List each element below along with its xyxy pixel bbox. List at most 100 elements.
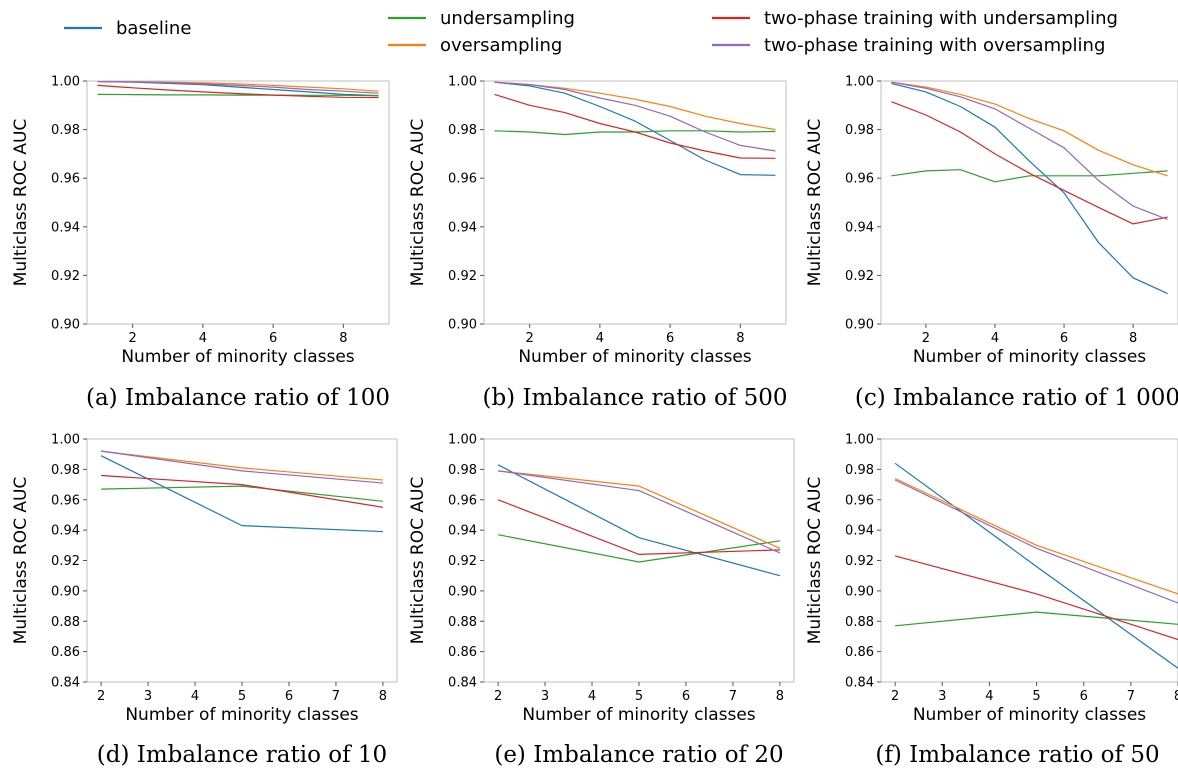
y-tick-label: 0.84 bbox=[845, 676, 874, 691]
y-tick-label: 0.96 bbox=[448, 493, 477, 508]
subplot-caption: (a) Imbalance ratio of 100 bbox=[86, 385, 390, 411]
x-tick-label: 2 bbox=[526, 331, 534, 346]
y-axis-label: Multiclass ROC AUC bbox=[11, 477, 31, 645]
subplot-caption: (c) Imbalance ratio of 1 000 bbox=[855, 385, 1178, 411]
series-line-two-phase-training-with-undersampling bbox=[894, 555, 1178, 641]
series-line-two-phase-training-with-oversampling bbox=[498, 470, 781, 554]
y-axis-label: Multiclass ROC AUC bbox=[805, 477, 825, 645]
x-tick-label: 4 bbox=[199, 331, 207, 346]
x-tick-label: 7 bbox=[332, 689, 340, 704]
series-line-baseline bbox=[494, 81, 776, 176]
subplot-caption: (d) Imbalance ratio of 10 bbox=[97, 742, 387, 767]
legend-entry: baseline bbox=[64, 18, 191, 39]
series-line-undersampling bbox=[497, 534, 780, 563]
series-line-undersampling bbox=[101, 485, 383, 502]
y-tick-label: 0.92 bbox=[51, 554, 80, 569]
y-tick-label: 0.94 bbox=[51, 524, 80, 539]
x-tick-label: 6 bbox=[1060, 331, 1068, 346]
series-line-baseline bbox=[100, 455, 383, 533]
y-tick-label: 1.00 bbox=[845, 75, 874, 90]
series-line-undersampling bbox=[494, 130, 776, 136]
y-tick-label: 0.98 bbox=[448, 463, 477, 478]
x-axis-label: Number of minority classes bbox=[913, 705, 1146, 725]
x-axis-label: Number of minority classes bbox=[522, 705, 755, 725]
x-tick-label: 2 bbox=[494, 689, 502, 704]
x-tick-label: 6 bbox=[666, 331, 674, 346]
x-tick-label: 8 bbox=[1129, 331, 1137, 346]
subplot-caption: (e) Imbalance ratio of 20 bbox=[494, 742, 783, 767]
x-tick-label: 3 bbox=[938, 689, 946, 704]
y-tick-label: 0.94 bbox=[448, 524, 477, 539]
y-tick-label: 0.86 bbox=[51, 645, 80, 660]
x-tick-label: 4 bbox=[191, 689, 199, 704]
x-tick-label: 8 bbox=[1174, 689, 1178, 704]
x-tick-label: 6 bbox=[269, 331, 277, 346]
series-line-baseline bbox=[891, 82, 1168, 295]
y-tick-label: 0.90 bbox=[51, 584, 80, 599]
plot-frame bbox=[880, 438, 1178, 683]
y-axis-label: Multiclass ROC AUC bbox=[11, 119, 31, 287]
series-line-baseline bbox=[894, 462, 1178, 669]
x-tick-label: 7 bbox=[729, 689, 737, 704]
y-tick-label: 0.94 bbox=[845, 220, 874, 235]
subplot: 0.84 0.86 0.88 0.90 0.92 0.94 0.96 0.98 1.00 2 3 4 5… bbox=[11, 433, 398, 768]
legend-entry: undersampling bbox=[388, 8, 575, 29]
panels: 0.90 0.92 0.94 0.96 0.98 1.00 2 4 6 8 Number of mi… bbox=[11, 75, 1178, 768]
y-tick-label: 1.00 bbox=[51, 433, 80, 448]
x-tick-label: 4 bbox=[596, 331, 604, 346]
y-tick-label: 0.96 bbox=[51, 493, 80, 508]
y-axis-label: Multiclass ROC AUC bbox=[408, 477, 428, 645]
subplot-caption: (f) Imbalance ratio of 50 bbox=[875, 742, 1159, 767]
legend-label: two-phase training with oversampling bbox=[764, 35, 1105, 56]
subplot-caption: (b) Imbalance ratio of 500 bbox=[482, 385, 787, 411]
x-axis-label: Number of minority classes bbox=[121, 347, 354, 367]
x-axis-label: Number of minority classes bbox=[125, 705, 358, 725]
y-tick-label: 0.98 bbox=[51, 123, 80, 138]
y-tick-label: 0.96 bbox=[845, 172, 874, 187]
series-line-undersampling bbox=[895, 611, 1178, 627]
plot-frame bbox=[86, 438, 398, 683]
y-tick-label: 0.90 bbox=[51, 318, 80, 333]
x-tick-label: 8 bbox=[736, 331, 744, 346]
series-line-baseline bbox=[497, 464, 781, 577]
y-tick-label: 0.86 bbox=[845, 645, 874, 660]
x-tick-label: 4 bbox=[588, 689, 596, 704]
legend-entry: two-phase training with oversampling bbox=[712, 35, 1105, 56]
series-lines bbox=[891, 81, 1168, 295]
y-axis-label: Multiclass ROC AUC bbox=[805, 119, 825, 287]
legend-entry: oversampling bbox=[388, 35, 562, 56]
y-tick-label: 0.92 bbox=[845, 554, 874, 569]
y-tick-label: 0.92 bbox=[448, 554, 477, 569]
x-tick-label: 2 bbox=[97, 689, 105, 704]
series-line-oversampling bbox=[894, 477, 1178, 595]
legend-label: baseline bbox=[116, 18, 191, 39]
y-tick-label: 0.84 bbox=[51, 676, 80, 691]
plot-frame bbox=[86, 80, 390, 325]
x-tick-label: 4 bbox=[985, 689, 993, 704]
y-tick-label: 0.94 bbox=[51, 220, 80, 235]
series-line-two-phase-training-with-oversampling bbox=[97, 81, 379, 94]
series-line-two-phase-training-with-undersampling bbox=[497, 499, 780, 556]
y-tick-label: 0.92 bbox=[51, 269, 80, 284]
series-line-two-phase-training-with-oversampling bbox=[101, 450, 383, 484]
y-tick-label: 0.98 bbox=[845, 123, 874, 138]
legend-label: undersampling bbox=[440, 8, 575, 29]
x-tick-label: 6 bbox=[682, 689, 690, 704]
series-line-two-phase-training-with-oversampling bbox=[894, 479, 1178, 604]
y-tick-label: 1.00 bbox=[448, 75, 477, 90]
y-tick-label: 0.88 bbox=[845, 615, 874, 630]
y-tick-label: 1.00 bbox=[448, 433, 477, 448]
series-lines bbox=[494, 81, 776, 176]
legend-label: two-phase training with undersampling bbox=[764, 8, 1118, 29]
series-line-two-phase-training-with-undersampling bbox=[101, 474, 383, 508]
y-axis-label: Multiclass ROC AUC bbox=[408, 119, 428, 287]
y-tick-label: 0.92 bbox=[845, 269, 874, 284]
series-line-two-phase-training-with-undersampling bbox=[494, 93, 776, 159]
x-tick-label: 2 bbox=[891, 689, 899, 704]
y-tick-label: 0.92 bbox=[448, 269, 477, 284]
y-tick-label: 1.00 bbox=[845, 433, 874, 448]
series-lines bbox=[894, 462, 1178, 669]
series-lines bbox=[497, 464, 781, 577]
series-line-two-phase-training-with-oversampling bbox=[494, 81, 776, 152]
